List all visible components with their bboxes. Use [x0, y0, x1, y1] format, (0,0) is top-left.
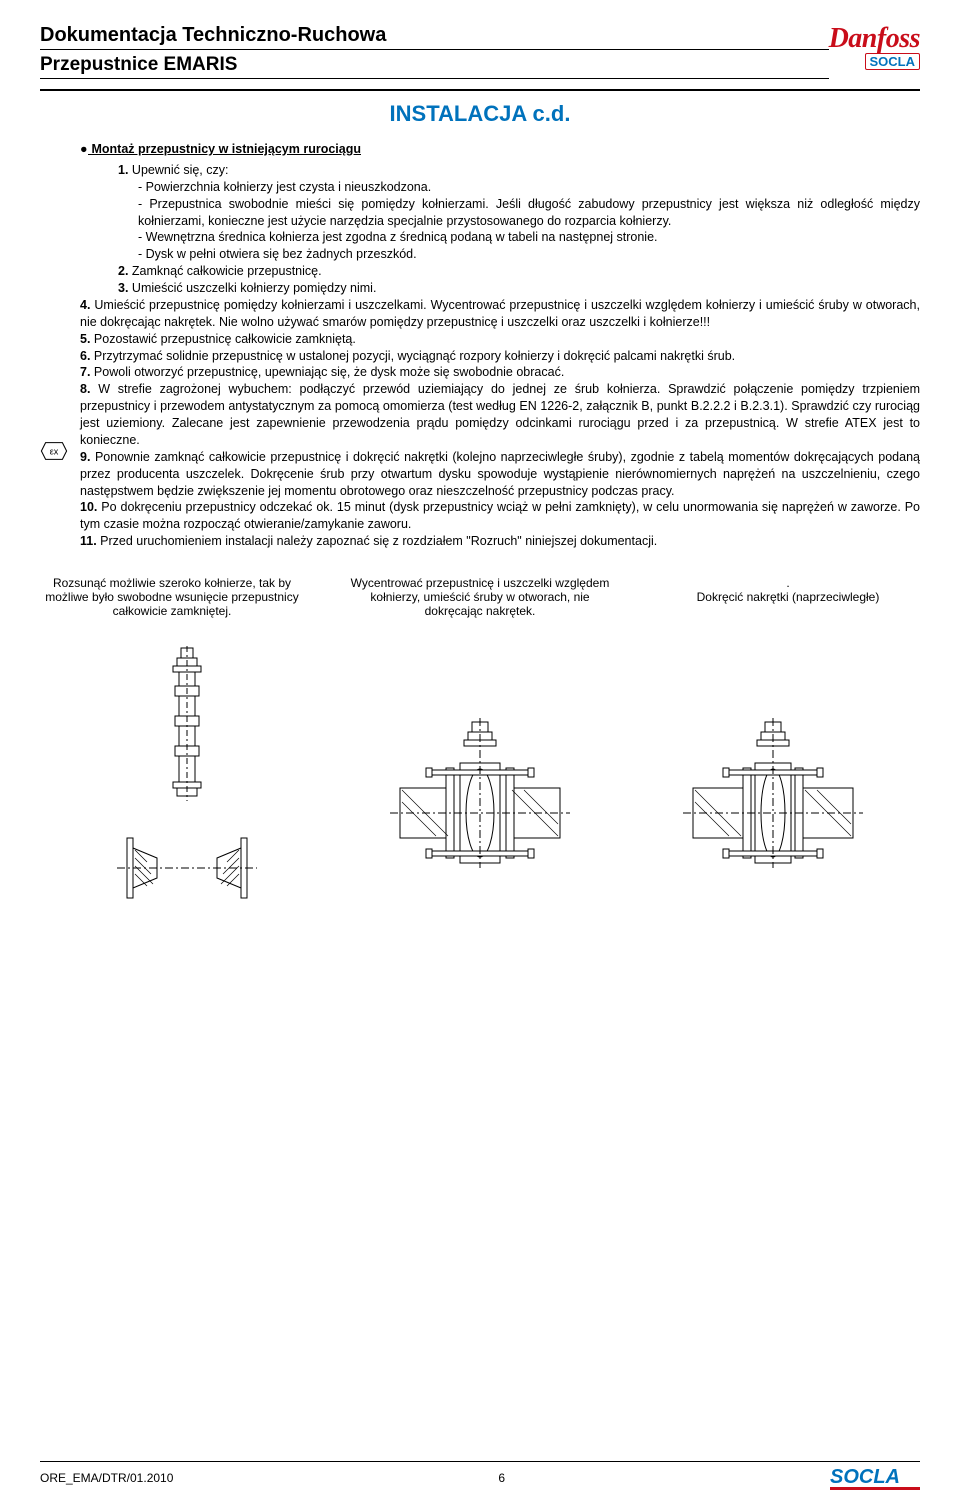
caption-3-dot: .: [786, 576, 789, 590]
instruction-text: ● Montaż przepustnicy w istniejącym ruro…: [80, 141, 920, 550]
step6-label: 6.: [80, 349, 90, 363]
header-rule-thick: [40, 89, 920, 91]
step1-c: - Wewnętrzna średnica kołnierza jest zgo…: [80, 229, 920, 246]
flanges-svg: [117, 828, 257, 908]
step9-label: 9.: [80, 450, 90, 464]
step3-text: Umieścić uszczelki kołnierzy pomiędzy ni…: [132, 281, 377, 295]
step1-b: - Przepustnica swobodnie mieści się pomi…: [80, 196, 920, 230]
page-footer: ORE_EMA/DTR/01.2010 6 SOCLA: [40, 1461, 920, 1490]
footer-rule: [40, 1461, 920, 1462]
footer-page: 6: [498, 1471, 505, 1485]
section-title: ● Montaż przepustnicy w istniejącym ruro…: [80, 141, 920, 158]
diagram-3: [641, 718, 905, 908]
step8-text: W strefie zagrożonej wybuchem: podłączyć…: [80, 382, 920, 447]
socla-logo-small: SOCLA: [865, 53, 921, 70]
doc-subtitle: Przepustnice EMARIS: [40, 54, 829, 76]
tightened-svg: [683, 718, 863, 908]
step7-label: 7.: [80, 365, 90, 379]
step7-text: Powoli otworzyć przepustnicę, upewniając…: [94, 365, 564, 379]
footer-code: ORE_EMA/DTR/01.2010: [40, 1471, 173, 1485]
header-rule-1: [40, 49, 829, 50]
page-header: Dokumentacja Techniczno-Ruchowa Przepust…: [40, 24, 920, 83]
diagram-2: [348, 718, 612, 908]
atex-icon-column: εx: [40, 141, 72, 466]
diagrams-row: [40, 628, 920, 908]
step11-text: Przed uruchomieniem instalacji należy za…: [100, 534, 657, 548]
step1-a: - Powierzchnia kołnierzy jest czysta i n…: [80, 179, 920, 196]
step3-label: 3.: [118, 281, 128, 295]
caption-1: Rozsunąć możliwie szeroko kołnierze, tak…: [40, 576, 304, 618]
footer-logo: SOCLA: [830, 1466, 920, 1490]
header-rule-2: [40, 78, 829, 79]
danfoss-logo-text: Danfoss: [829, 26, 920, 51]
step2-label: 2.: [118, 264, 128, 278]
step10-text: Po dokręceniu przepustnicy odczekać ok. …: [80, 500, 920, 531]
step5-text: Pozostawić przepustnicę całkowicie zamkn…: [94, 332, 356, 346]
caption-3: Dokręcić nakrętki (naprzeciwległe): [697, 590, 880, 604]
section-title-text: Montaż przepustnicy w istniejącym ruroci…: [91, 142, 361, 156]
step10-label: 10.: [80, 500, 97, 514]
doc-title: Dokumentacja Techniczno-Ruchowa: [40, 24, 829, 47]
step1-text: Upewnić się, czy:: [132, 163, 229, 177]
svg-text:εx: εx: [50, 447, 59, 457]
brand-logo: Danfoss SOCLA: [829, 24, 920, 71]
footer-logo-text: SOCLA: [830, 1466, 900, 1488]
diagram-captions: Rozsunąć możliwie szeroko kołnierze, tak…: [40, 576, 920, 618]
step8-label: 8.: [80, 382, 90, 396]
step5-label: 5.: [80, 332, 90, 346]
header-text-block: Dokumentacja Techniczno-Ruchowa Przepust…: [40, 24, 829, 83]
valve-side-svg: [147, 646, 227, 816]
step9-text: Ponownie zamknąć całkowicie przepustnicę…: [80, 450, 920, 498]
main-heading: INSTALACJA c.d.: [40, 101, 920, 127]
assembly-svg: [390, 718, 570, 908]
step11-label: 11.: [80, 534, 97, 548]
caption-2: Wycentrować przepustnicę i uszczelki wzg…: [348, 576, 612, 618]
step6-text: Przytrzymać solidnie przepustnicę w usta…: [94, 349, 735, 363]
step1-label: 1.: [118, 163, 128, 177]
step2-text: Zamknąć całkowicie przepustnicę.: [132, 264, 322, 278]
diagram-1: [55, 646, 319, 908]
atex-ex-icon: εx: [40, 441, 68, 461]
step4-label: 4.: [80, 298, 90, 312]
step1-d: - Dysk w pełni otwiera się bez żadnych p…: [80, 246, 920, 263]
step4-text: Umieścić przepustnicę pomiędzy kołnierza…: [80, 298, 920, 329]
